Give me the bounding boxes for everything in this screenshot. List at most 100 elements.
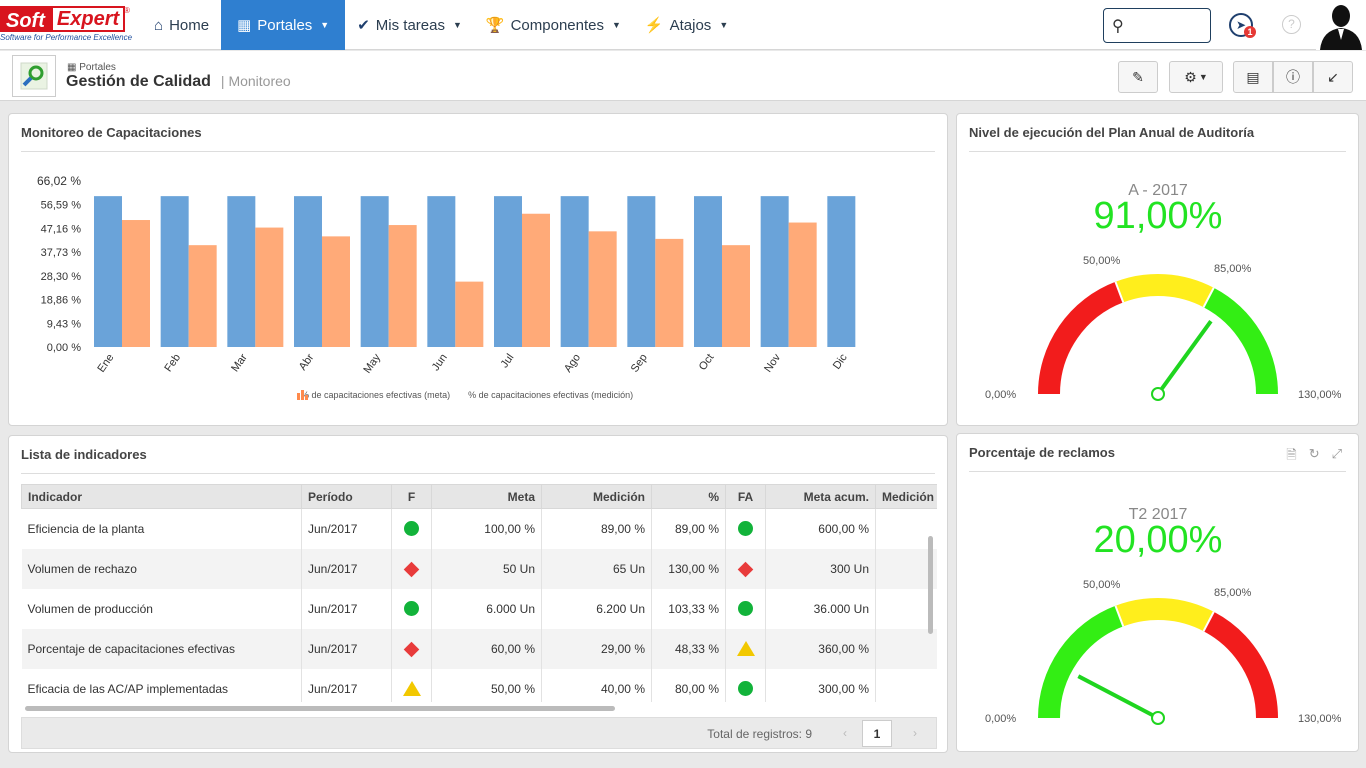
legend-medicion-label: % de capacitaciones efectivas (medición) <box>468 390 634 400</box>
cell-meta: 6.000 Un <box>431 588 542 629</box>
cell-periodo: Jun/2017 <box>301 588 392 629</box>
main-nav: ⌂ Home ▦ Portales ▼ ✔ Mis tareas ▼ 🏆 Com… <box>142 0 740 50</box>
nav-home[interactable]: ⌂ Home <box>142 0 221 50</box>
bar-medicion <box>455 281 484 347</box>
col-header-fa[interactable]: FA <box>725 484 766 509</box>
search-input[interactable] <box>1134 15 1206 37</box>
x-tick-label: Nov <box>762 351 783 374</box>
page-title: Gestión de Calidad | Monitoreo <box>66 73 291 91</box>
bar-meta <box>427 196 456 347</box>
col-header-medicion[interactable]: Medición <box>541 484 652 509</box>
legend-item-medicion[interactable]: % de capacitaciones efectivas (medición) <box>297 390 634 400</box>
bar-medicion <box>722 245 750 347</box>
edit-button[interactable]: ✎ <box>1118 61 1158 93</box>
x-tick-label: Jun <box>430 352 450 373</box>
bar-medicion <box>122 220 150 347</box>
cell-indicador: Porcentaje de capacitaciones efectivas <box>21 628 302 669</box>
bar-medicion <box>388 225 417 347</box>
status-green-icon <box>404 601 419 617</box>
bar-meta <box>827 196 856 347</box>
x-tick-label: Mar <box>229 352 250 375</box>
breadcrumb[interactable]: ▦ Portales <box>67 62 116 73</box>
bar-meta <box>494 196 522 347</box>
cell-medicion-acum <box>875 588 937 629</box>
col-header-f[interactable]: F <box>391 484 432 509</box>
softexpert-logo[interactable]: Soft Expert Software for Performance Exc… <box>0 6 132 46</box>
breadcrumb-portales: Portales <box>79 62 116 73</box>
col-header-meta[interactable]: Meta <box>431 484 542 509</box>
y-tick-label: 66,02 % <box>37 174 81 188</box>
notifications-button[interactable]: ➤ 1 <box>1229 13 1256 38</box>
nav-mis-tareas[interactable]: ✔ Mis tareas ▼ <box>345 0 474 50</box>
help-button[interactable]: ? <box>1282 15 1301 34</box>
caret-down-icon: ▼ <box>612 20 621 30</box>
page-subtitle: | Monitoreo <box>220 73 291 89</box>
info-button[interactable]: ⓘ <box>1273 61 1313 93</box>
gauge-band <box>1038 281 1124 395</box>
table-row[interactable]: Porcentaje de capacitaciones efectivas Ju… <box>21 628 937 669</box>
gauge-value: 20,00% <box>1094 519 1223 561</box>
table-row[interactable]: Volumen de producción Jun/2017 6.000 Un 6.2… <box>21 588 937 629</box>
capacitaciones-panel: Monitoreo de Capacitaciones 0,00 % 9,43 %… <box>8 113 948 426</box>
refresh-icon[interactable]: ↻ <box>1308 446 1320 461</box>
vertical-scrollbar[interactable] <box>928 536 933 634</box>
gauge-min-label: 0,00% <box>985 389 1016 401</box>
presentation-button[interactable]: ▤ <box>1233 61 1273 93</box>
cell-fa <box>725 628 766 669</box>
reclamos-title: Porcentaje de reclamos <box>969 445 1115 460</box>
cell-fa <box>725 668 766 702</box>
cell-periodo: Jun/2017 <box>301 668 392 702</box>
table-row[interactable]: Eficacia de las AC/AP implementadas Jun/2… <box>21 668 937 702</box>
home-icon: ⌂ <box>154 16 164 34</box>
x-tick-label: Jul <box>499 352 517 370</box>
y-tick-label: 9,43 % <box>47 318 81 330</box>
cell-medicion-acum <box>875 668 937 702</box>
bar-meta <box>360 196 389 347</box>
document-icon[interactable]: 🗎 <box>1286 447 1297 462</box>
prev-page-button[interactable]: ‹ <box>843 726 847 740</box>
bar-meta <box>760 196 789 347</box>
cell-f <box>391 588 432 629</box>
col-header-medicion-acum[interactable]: Medición <box>875 484 937 509</box>
cell-indicador: Volumen de producción <box>21 588 302 629</box>
collapse-button[interactable]: ↙ <box>1313 61 1353 93</box>
y-tick-label: 18,86 % <box>41 295 82 307</box>
col-header-periodo[interactable]: Período <box>301 484 392 509</box>
cell-meta-acum: 600,00 % <box>765 508 876 549</box>
horizontal-scrollbar[interactable] <box>25 706 615 711</box>
page-title-text: Gestión de Calidad <box>66 73 211 90</box>
bar-medicion <box>322 236 350 347</box>
nav-atajos[interactable]: ⚡ Atajos ▼ <box>633 0 740 50</box>
col-header-meta-acum[interactable]: Meta acum. <box>765 484 876 509</box>
table-footer: Total de registros: 9 ‹ 1 › <box>21 717 937 749</box>
cell-percent: 48,33 % <box>651 628 726 669</box>
settings-dropdown-button[interactable]: ⚙ ▼ <box>1169 61 1223 93</box>
next-page-button[interactable]: › <box>913 726 917 740</box>
legend-item-meta[interactable]: % de capacitaciones efectivas (meta) <box>297 390 450 400</box>
cell-percent: 103,33 % <box>651 588 726 629</box>
x-tick-label: Ago <box>562 352 583 375</box>
gauge-band <box>1038 605 1124 719</box>
cell-fa <box>725 548 766 589</box>
nav-portales[interactable]: ▦ Portales ▼ <box>221 0 346 50</box>
cell-medicion: 65 Un <box>541 548 652 589</box>
total-records: Total de registros: 9 <box>707 727 812 741</box>
cell-f <box>391 508 432 549</box>
cell-meta: 50,00 % <box>431 668 542 702</box>
help-icon: ? <box>1288 17 1295 31</box>
gauge-min-label: 0,00% <box>985 713 1016 725</box>
expand-icon[interactable]: ⤢ <box>1331 446 1342 461</box>
current-page-button[interactable]: 1 <box>862 720 892 747</box>
search-box[interactable]: ⚲ <box>1103 8 1211 43</box>
table-row[interactable]: Volumen de rechazo Jun/2017 50 Un 65 Un 130,… <box>21 548 937 589</box>
gauge-band-divider <box>1114 281 1125 303</box>
caret-down-icon: ▼ <box>719 20 729 30</box>
col-header-indicador[interactable]: Indicador <box>21 484 302 509</box>
table-row[interactable]: Eficiencia de la planta Jun/2017 100,00 % 8… <box>21 508 937 549</box>
status-red-icon <box>403 561 420 578</box>
user-avatar[interactable] <box>1316 0 1366 50</box>
cell-medicion-acum <box>875 508 937 549</box>
col-header-percent[interactable]: % <box>651 484 726 509</box>
cell-periodo: Jun/2017 <box>301 628 392 669</box>
nav-componentes[interactable]: 🏆 Componentes ▼ <box>474 0 633 50</box>
